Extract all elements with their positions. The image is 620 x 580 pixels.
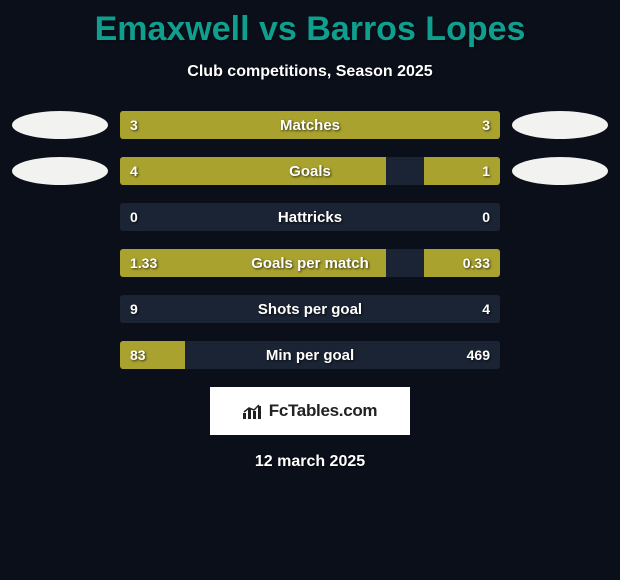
stat-value-right: 4 (482, 295, 490, 323)
left-avatar-slot (10, 249, 110, 277)
stat-value-right: 0 (482, 203, 490, 231)
bar-right-fill (310, 111, 500, 139)
player-avatar-right (512, 157, 608, 185)
right-avatar-slot (510, 341, 610, 369)
stat-row: Matches33 (10, 111, 610, 139)
left-avatar-slot (10, 157, 110, 185)
right-avatar-slot (510, 249, 610, 277)
stat-bar: Goals41 (120, 157, 500, 185)
bar-spacer (386, 157, 424, 185)
stat-row: Hattricks00 (10, 203, 610, 231)
bar-spacer (185, 341, 500, 369)
stat-row: Shots per goal94 (10, 295, 610, 323)
stat-value-left: 9 (130, 295, 138, 323)
stat-bar: Goals per match1.330.33 (120, 249, 500, 277)
stat-bar: Hattricks00 (120, 203, 500, 231)
stat-value-left: 3 (130, 111, 138, 139)
bar-spacer (120, 203, 500, 231)
stat-value-right: 0.33 (463, 249, 490, 277)
left-avatar-slot (10, 341, 110, 369)
stat-row: Goals41 (10, 157, 610, 185)
branding-badge: FcTables.com (210, 387, 410, 435)
right-avatar-slot (510, 295, 610, 323)
right-avatar-slot (510, 157, 610, 185)
player-avatar-left (12, 157, 108, 185)
stat-value-left: 0 (130, 203, 138, 231)
player-avatar-right (512, 111, 608, 139)
branding-text: FcTables.com (269, 401, 378, 421)
left-avatar-slot (10, 295, 110, 323)
right-avatar-slot (510, 203, 610, 231)
left-avatar-slot (10, 111, 110, 139)
date-label: 12 march 2025 (0, 453, 620, 471)
stat-value-right: 3 (482, 111, 490, 139)
left-avatar-slot (10, 203, 110, 231)
stat-row: Goals per match1.330.33 (10, 249, 610, 277)
stat-value-left: 83 (130, 341, 146, 369)
right-avatar-slot (510, 111, 610, 139)
stat-value-right: 1 (482, 157, 490, 185)
bar-left-fill (120, 157, 386, 185)
stat-row: Min per goal83469 (10, 341, 610, 369)
bar-spacer (120, 295, 500, 323)
bar-left-fill (120, 111, 310, 139)
stat-bar: Min per goal83469 (120, 341, 500, 369)
stat-value-right: 469 (467, 341, 490, 369)
stat-value-left: 4 (130, 157, 138, 185)
page-title: Emaxwell vs Barros Lopes (0, 0, 620, 49)
subtitle: Club competitions, Season 2025 (0, 63, 620, 81)
chart-icon (243, 403, 263, 419)
bar-spacer (386, 249, 424, 277)
stats-container: Matches33Goals41Hattricks00Goals per mat… (0, 111, 620, 369)
stat-value-left: 1.33 (130, 249, 157, 277)
stat-bar: Shots per goal94 (120, 295, 500, 323)
player-avatar-left (12, 111, 108, 139)
stat-bar: Matches33 (120, 111, 500, 139)
bar-left-fill (120, 249, 386, 277)
